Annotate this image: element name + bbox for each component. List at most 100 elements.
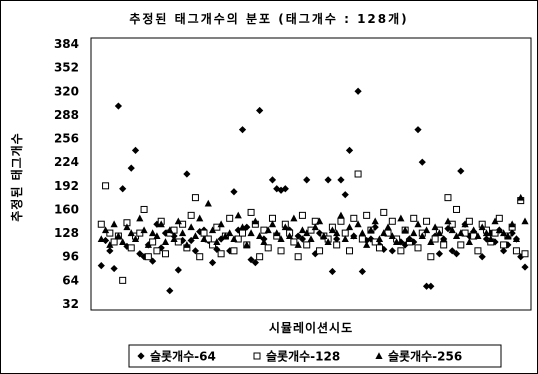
diamond-point	[371, 223, 379, 231]
square-point	[102, 182, 110, 190]
triangle-point	[345, 223, 354, 231]
legend-entry-2: 슬롯개수-128	[266, 349, 340, 364]
square-point	[444, 194, 452, 202]
triangle-point	[363, 241, 371, 248]
triangle-point	[179, 229, 187, 237]
triangle-point	[422, 226, 431, 234]
triangle-point	[440, 235, 448, 242]
x-axis-label: 시뮬레이션시도	[269, 320, 353, 335]
triangle-point	[174, 217, 182, 225]
diamond-point	[500, 247, 508, 255]
triangle-point	[183, 241, 191, 248]
diamond-point	[114, 102, 122, 110]
y-tick-label: 96	[62, 250, 79, 264]
legend: 슬롯개수-64 슬롯개수-128 슬롯개수-256	[137, 349, 462, 364]
diamond-point	[119, 185, 127, 193]
triangle-point	[435, 229, 443, 237]
diamond-point	[337, 176, 345, 184]
diamond-point	[106, 247, 114, 255]
triangle-point	[106, 241, 114, 248]
diamond-point	[508, 229, 516, 237]
triangle-point	[491, 217, 499, 225]
square-point	[423, 217, 431, 225]
diamond-point	[294, 232, 302, 240]
triangle-point	[144, 241, 152, 248]
triangle-point	[131, 235, 140, 242]
diamond-point	[268, 176, 277, 184]
diamond-point	[230, 188, 238, 196]
diamond-point	[183, 170, 191, 178]
triangle-point	[123, 223, 131, 231]
triangle-point	[166, 226, 174, 234]
diamond-point	[517, 253, 525, 261]
diamond-point	[311, 250, 319, 258]
diamond-point	[354, 87, 362, 95]
triangle-point	[303, 229, 311, 237]
square-point	[427, 253, 435, 261]
square-point	[440, 241, 448, 249]
triangle-point	[500, 229, 508, 237]
square-point	[358, 235, 366, 243]
triangle-point	[200, 235, 208, 242]
y-tick-label: 160	[54, 202, 79, 216]
square-point	[341, 229, 349, 237]
triangle-point	[367, 226, 375, 234]
diamond-point	[303, 176, 311, 184]
triangle-point	[264, 226, 272, 234]
triangle-point	[243, 241, 251, 248]
diamond-point	[410, 238, 418, 246]
triangle-point	[273, 229, 281, 237]
square-point	[521, 250, 529, 258]
square-point	[256, 253, 264, 261]
diamond-point	[521, 263, 529, 271]
square-point	[363, 211, 371, 219]
diamond-point	[341, 191, 349, 199]
diamond-point	[414, 126, 422, 134]
triangle-point	[517, 193, 525, 201]
diamond-point	[131, 146, 140, 154]
triangle-point	[337, 211, 345, 219]
square-point	[495, 214, 503, 222]
triangle-point	[127, 229, 135, 237]
diamond-point	[298, 235, 307, 243]
diamond-point	[345, 146, 354, 154]
triangle-point	[281, 223, 289, 231]
square-point	[337, 217, 345, 225]
triangle-point	[251, 217, 259, 225]
y-tick-label: 224	[54, 155, 79, 169]
triangle-point	[487, 235, 495, 242]
triangle-point	[444, 217, 452, 225]
triangle-point	[478, 223, 486, 231]
triangle-point	[431, 223, 439, 231]
square-point	[268, 214, 276, 222]
triangle-point	[238, 223, 247, 231]
square-point	[161, 250, 169, 258]
y-axis: 32 64 96 128 160 192 224 256 288 320 352 384	[54, 37, 79, 311]
diamond-point	[491, 238, 499, 246]
square-point	[380, 208, 388, 216]
y-axis-label: 추정된 태그개수	[9, 132, 24, 221]
triangle-point	[401, 226, 409, 234]
square-point	[140, 205, 148, 213]
triangle-point	[354, 220, 362, 228]
triangle-point	[405, 235, 414, 242]
triangle-point	[170, 235, 178, 242]
square-point	[110, 238, 118, 246]
triangle-point	[230, 235, 238, 242]
triangle-point	[384, 223, 392, 231]
diamond-point	[388, 247, 396, 255]
square-point	[239, 229, 247, 237]
triangle-point	[268, 220, 277, 228]
diamond-point	[256, 106, 264, 115]
diamond-point	[281, 185, 289, 193]
diamond-point	[401, 241, 409, 249]
triangle-point	[97, 235, 105, 242]
square-point	[333, 241, 341, 249]
triangle-point	[226, 229, 234, 237]
triangle-point	[461, 220, 469, 228]
triangle-point	[149, 229, 157, 237]
legend-entry-1: 슬롯개수-64	[150, 349, 216, 364]
legend-box	[128, 344, 502, 368]
